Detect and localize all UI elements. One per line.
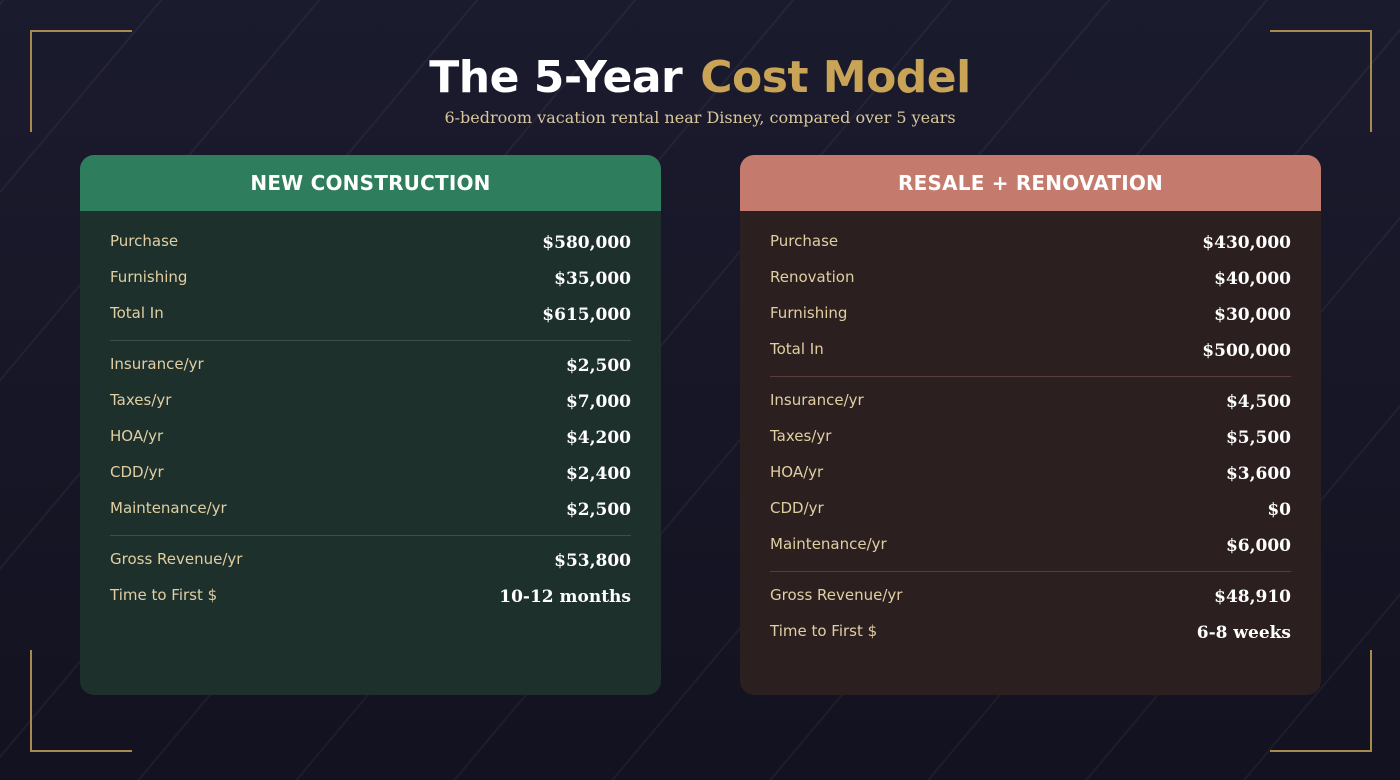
- section-divider: [110, 340, 631, 341]
- row-value: $40,000: [1214, 269, 1291, 289]
- cost-row: Insurance/yr $2,500: [110, 348, 631, 384]
- corner-bracket-bottom-right: [1270, 650, 1372, 752]
- row-label: Furnishing: [770, 304, 848, 322]
- row-label: Gross Revenue/yr: [770, 586, 903, 604]
- row-value: 10-12 months: [499, 587, 631, 607]
- cost-row: Furnishing $30,000: [770, 297, 1291, 333]
- cost-row: Insurance/yr $4,500: [770, 384, 1291, 420]
- resale-renovation-card: RESALE + RENOVATION Purchase $430,000 Ren…: [740, 155, 1321, 695]
- cost-row: Maintenance/yr $6,000: [770, 528, 1291, 564]
- corner-bracket-top-left: [30, 30, 132, 132]
- new-construction-card-body: Purchase $580,000 Furnishing $35,000 Total…: [80, 211, 661, 615]
- row-label: Renovation: [770, 268, 855, 286]
- row-value: $30,000: [1214, 305, 1291, 325]
- row-label: Purchase: [110, 232, 179, 250]
- row-label: Insurance/yr: [110, 355, 204, 373]
- cost-row: Furnishing $35,000: [110, 261, 631, 297]
- row-label: Time to First $: [110, 586, 218, 604]
- section-divider: [110, 535, 631, 536]
- row-value: $6,000: [1225, 536, 1291, 556]
- cost-row: Time to First $ 10-12 months: [110, 579, 631, 615]
- row-value: $430,000: [1202, 233, 1291, 253]
- title-main: The 5-Year: [429, 52, 683, 103]
- page-title: The 5-Year Cost Model: [0, 50, 1400, 106]
- page-header: The 5-Year Cost Model 6-bedroom vacation …: [0, 50, 1400, 130]
- row-value: $3,600: [1225, 464, 1291, 484]
- row-value: $48,910: [1214, 587, 1291, 607]
- row-value: $53,800: [554, 551, 631, 571]
- row-label: Maintenance/yr: [770, 535, 887, 553]
- section-divider: [770, 376, 1291, 377]
- page-subtitle: 6-bedroom vacation rental near Disney, c…: [444, 108, 956, 127]
- resale-renovation-card-title: RESALE + RENOVATION: [740, 155, 1321, 211]
- cost-row: Gross Revenue/yr $53,800: [110, 543, 631, 579]
- cost-row: Purchase $430,000: [770, 225, 1291, 261]
- cost-row: CDD/yr $0: [770, 492, 1291, 528]
- row-label: Taxes/yr: [110, 391, 172, 409]
- row-value: $5,500: [1225, 428, 1291, 448]
- row-value: $4,500: [1225, 392, 1291, 412]
- cost-row: Purchase $580,000: [110, 225, 631, 261]
- section-divider: [770, 571, 1291, 572]
- row-label: Time to First $: [770, 622, 878, 640]
- cost-row: Total In $500,000: [770, 333, 1291, 369]
- row-label: Total In: [110, 304, 164, 322]
- row-value: $2,500: [565, 500, 631, 520]
- cost-row: Maintenance/yr $2,500: [110, 492, 631, 528]
- cost-row: Renovation $40,000: [770, 261, 1291, 297]
- title-accent: Cost Model: [700, 52, 971, 103]
- row-label: CDD/yr: [110, 463, 164, 481]
- cost-row: Taxes/yr $7,000: [110, 384, 631, 420]
- cost-row: HOA/yr $3,600: [770, 456, 1291, 492]
- row-value: $2,500: [565, 356, 631, 376]
- corner-bracket-bottom-left: [30, 650, 132, 752]
- row-value: $500,000: [1202, 341, 1291, 361]
- new-construction-card-title: NEW CONSTRUCTION: [80, 155, 661, 211]
- row-value: $35,000: [554, 269, 631, 289]
- row-value: $4,200: [565, 428, 631, 448]
- row-label: Furnishing: [110, 268, 188, 286]
- row-value: 6-8 weeks: [1196, 623, 1291, 643]
- cost-row: HOA/yr $4,200: [110, 420, 631, 456]
- cost-row: Time to First $ 6-8 weeks: [770, 615, 1291, 651]
- row-value: $7,000: [565, 392, 631, 412]
- corner-bracket-top-right: [1270, 30, 1372, 132]
- cost-row: CDD/yr $2,400: [110, 456, 631, 492]
- row-label: Purchase: [770, 232, 839, 250]
- row-label: Taxes/yr: [770, 427, 832, 445]
- row-label: Total In: [770, 340, 824, 358]
- cost-row: Total In $615,000: [110, 297, 631, 333]
- row-label: Maintenance/yr: [110, 499, 227, 517]
- row-label: HOA/yr: [770, 463, 824, 481]
- row-label: Gross Revenue/yr: [110, 550, 243, 568]
- row-label: CDD/yr: [770, 499, 824, 517]
- row-label: HOA/yr: [110, 427, 164, 445]
- row-value: $615,000: [542, 305, 631, 325]
- resale-renovation-card-body: Purchase $430,000 Renovation $40,000 Furni…: [740, 211, 1321, 651]
- row-value: $2,400: [565, 464, 631, 484]
- cost-row: Gross Revenue/yr $48,910: [770, 579, 1291, 615]
- row-value: $0: [1267, 500, 1291, 520]
- row-label: Insurance/yr: [770, 391, 864, 409]
- cost-row: Taxes/yr $5,500: [770, 420, 1291, 456]
- row-value: $580,000: [542, 233, 631, 253]
- new-construction-card: NEW CONSTRUCTION Purchase $580,000 Furnis…: [80, 155, 661, 695]
